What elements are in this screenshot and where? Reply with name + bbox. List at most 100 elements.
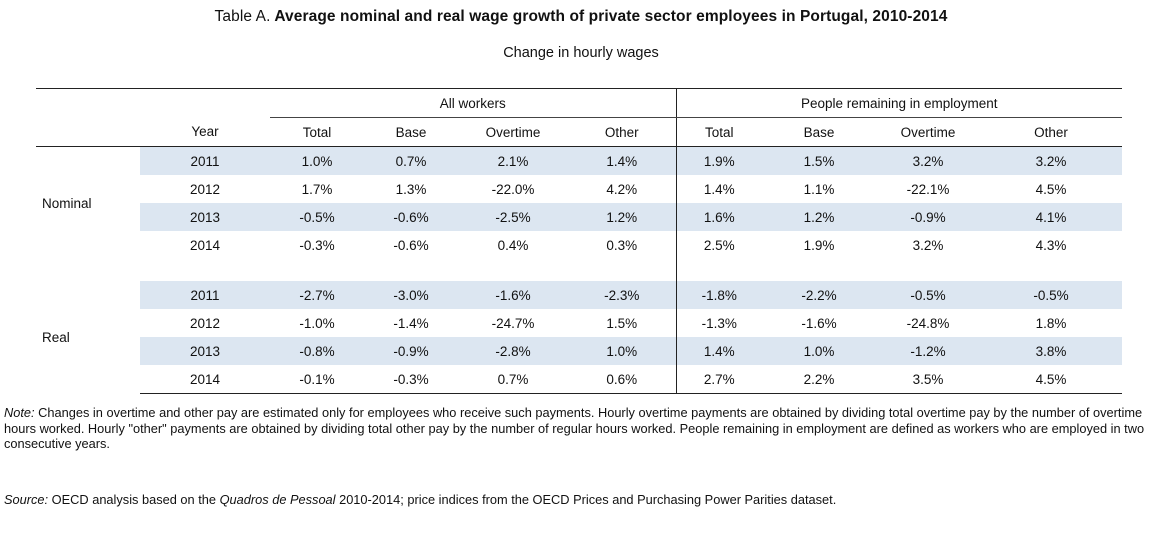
column-header: Total [270, 117, 364, 147]
value-cell: -1.4% [393, 315, 429, 331]
value-cell: 1.6% [675, 203, 762, 231]
value-cell: -2.7% [270, 281, 364, 309]
value-cell: -1.0% [299, 315, 335, 331]
value-cell: -1.2% [876, 337, 980, 365]
value-cell: -0.9% [364, 337, 458, 365]
value-cell: -1.8% [675, 281, 762, 309]
value-cell: -0.1% [270, 365, 364, 394]
column-header: Base [762, 117, 876, 147]
source-text-after: 2010-2014; price indices from the OECD P… [339, 492, 837, 507]
value-cell: 1.8% [1035, 315, 1067, 331]
value-cell: 1.4% [675, 337, 762, 365]
column-header: Base [364, 117, 458, 147]
value-cell: 2.5% [675, 231, 762, 259]
year-cell: 2014 [189, 237, 221, 253]
value-cell: -0.5% [876, 281, 980, 309]
spacer-row [36, 259, 1122, 281]
value-cell: 2.1% [458, 146, 568, 175]
value-cell: 0.6% [568, 365, 676, 394]
value-cell: 0.7% [364, 146, 458, 175]
value-cell: 1.1% [803, 181, 835, 197]
value-cell: 1.3% [395, 181, 427, 197]
value-cell: 1.9% [675, 146, 762, 175]
column-header-row: Year Total Base Overtime Other Total Bas… [36, 117, 1122, 147]
value-cell: -0.8% [270, 337, 364, 365]
value-cell: 1.0% [762, 337, 876, 365]
note-label: Note: [4, 405, 35, 420]
column-header: Other [568, 117, 676, 147]
value-cell: -1.3% [675, 309, 762, 337]
column-header: Overtime [876, 117, 980, 147]
value-cell: 3.5% [876, 365, 980, 394]
value-cell: 2.2% [762, 365, 876, 394]
value-cell: 1.4% [568, 146, 676, 175]
value-cell: 1.5% [606, 315, 638, 331]
source-text-before: OECD analysis based on the [51, 492, 216, 507]
source-title: Quadros de Pessoal [219, 492, 336, 507]
value-cell: 1.7% [301, 181, 333, 197]
group-header-people-remaining: People remaining in employment [675, 88, 1122, 118]
value-cell: 4.5% [980, 365, 1122, 394]
section-label: Nominal [42, 195, 92, 211]
value-cell: 4.2% [606, 181, 638, 197]
note-text: Changes in overtime and other pay are es… [4, 405, 1145, 451]
year-cell: 2011 [140, 146, 270, 175]
value-cell: 3.8% [980, 337, 1122, 365]
value-cell: 2.7% [675, 365, 762, 394]
year-cell: 2014 [140, 365, 270, 394]
value-cell: -0.5% [270, 203, 364, 231]
value-cell: -0.6% [393, 237, 429, 253]
table-title-prefix: Table A. [214, 8, 271, 25]
value-cell: 0.3% [606, 237, 638, 253]
value-cell: 1.5% [762, 146, 876, 175]
value-cell: -0.3% [299, 237, 335, 253]
value-cell: -1.6% [458, 281, 568, 309]
year-cell: 2013 [140, 337, 270, 365]
value-cell: 0.4% [497, 237, 529, 253]
table-note: Note: Changes in overtime and other pay … [4, 405, 1160, 452]
column-header: Total [675, 117, 762, 147]
table-row: 2014 -0.1% -0.3% 0.7% 0.6% 2.7% 2.2% 3.5% 4.5% [36, 365, 1122, 394]
value-cell: -0.6% [364, 203, 458, 231]
value-cell: 4.5% [1035, 181, 1067, 197]
value-cell: 4.1% [980, 203, 1122, 231]
table-title: Table A. Average nominal and real wage g… [0, 8, 1162, 26]
column-header: Year [140, 117, 270, 147]
section-label: Real [42, 329, 70, 345]
table-row: 2014 -0.3% -0.6% 0.4% 0.3% 2.5% 1.9% 3.2% 4.3% [36, 231, 1122, 259]
table-row: Nominal 2011 1.0% 0.7% 2.1% 1.4% 1.9% 1.5% 3.2% 3… [36, 146, 1122, 211]
wage-growth-table: All workers People remaining in employme… [36, 88, 1122, 394]
value-cell: -2.2% [762, 281, 876, 309]
value-cell: -0.9% [876, 203, 980, 231]
table-row: Real 2011 -2.7% -3.0% -1.6% -2.3% -1.8% -2.2% -0… [36, 281, 1122, 345]
column-header: Overtime [458, 117, 568, 147]
year-cell: 2012 [189, 315, 221, 331]
value-cell: 4.3% [1035, 237, 1067, 253]
table-row: 2013 -0.8% -0.9% -2.8% 1.0% 1.4% 1.0% -1.2% 3.8% [36, 337, 1122, 365]
value-cell: 1.2% [568, 203, 676, 231]
column-header: Other [980, 117, 1122, 147]
source-label: Source: [4, 492, 49, 507]
table-subtitle: Change in hourly wages [503, 45, 659, 61]
value-cell: 1.0% [568, 337, 676, 365]
table-source: Source: OECD analysis based on the Quadr… [4, 492, 1160, 508]
value-cell: 1.2% [762, 203, 876, 231]
table-row: 2013 -0.5% -0.6% -2.5% 1.2% 1.6% 1.2% -0.9% 4.1% [36, 203, 1122, 231]
year-cell: 2013 [140, 203, 270, 231]
value-cell: 3.2% [912, 237, 944, 253]
value-cell: -24.7% [491, 315, 535, 331]
value-cell: -22.0% [491, 181, 535, 197]
value-cell: -3.0% [364, 281, 458, 309]
year-cell: 2011 [140, 281, 270, 309]
table-row: 2012 1.7% 1.3% -22.0% 4.2% 1.4% 1.1% -22.1% 4.5% [36, 175, 1122, 203]
value-cell: -0.5% [980, 281, 1122, 309]
year-cell: 2012 [189, 181, 221, 197]
value-cell: 0.7% [458, 365, 568, 394]
value-cell: 3.2% [876, 146, 980, 175]
group-header-row: All workers People remaining in employme… [36, 88, 1122, 118]
value-cell: -2.5% [458, 203, 568, 231]
value-cell: 1.0% [270, 146, 364, 175]
value-cell: -22.1% [906, 181, 950, 197]
value-cell: 1.9% [803, 237, 835, 253]
value-cell: -0.3% [364, 365, 458, 394]
